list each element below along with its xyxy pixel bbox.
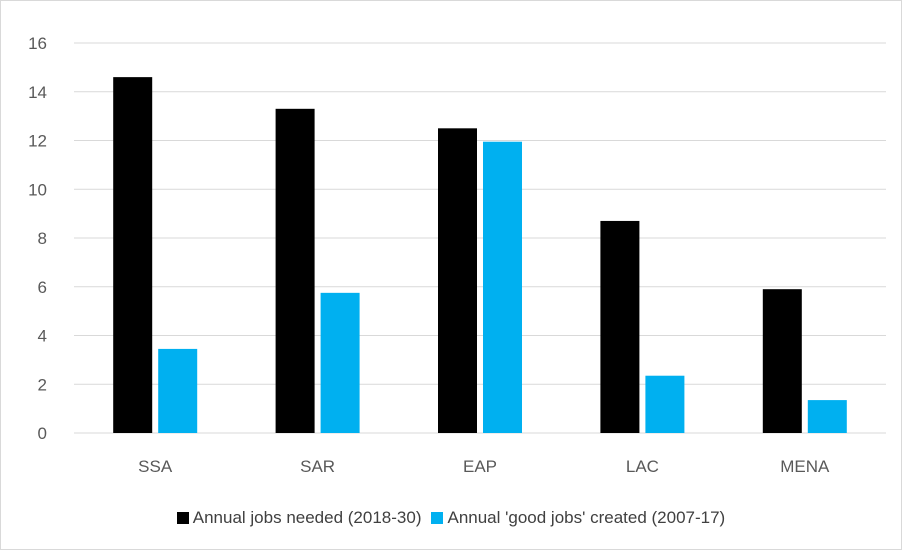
legend-swatch-good-jobs xyxy=(431,512,444,524)
x-axis-ticks: SSA SAR EAP LAC MENA xyxy=(138,457,830,476)
x-tick-label: SAR xyxy=(300,457,335,476)
bar-jobs-needed-lac xyxy=(600,220,640,433)
legend-label-jobs-needed: Annual jobs needed (2018-30) xyxy=(192,508,422,527)
legend-item-jobs-needed: Annual jobs needed (2018-30) xyxy=(176,508,422,528)
y-tick-label: 14 xyxy=(28,83,47,102)
y-tick-label: 0 xyxy=(38,424,47,443)
bar-good-jobs-lac xyxy=(645,375,685,433)
bar-good-jobs-mena xyxy=(807,400,847,433)
legend-label-good-jobs: Annual 'good jobs' created (2007-17) xyxy=(447,508,726,527)
x-tick-label: EAP xyxy=(463,457,497,476)
x-tick-label: MENA xyxy=(780,457,830,476)
y-axis-ticks: 0 2 4 6 8 10 12 14 16 xyxy=(28,34,47,443)
y-tick-label: 8 xyxy=(38,229,47,248)
x-tick-label: SSA xyxy=(138,457,173,476)
bar-jobs-needed-sar xyxy=(275,108,315,433)
y-tick-label: 16 xyxy=(28,34,47,53)
legend-swatch-jobs-needed xyxy=(176,512,189,524)
y-tick-label: 2 xyxy=(38,375,47,394)
bar-jobs-needed-mena xyxy=(762,289,802,433)
y-tick-label: 6 xyxy=(38,278,47,297)
y-tick-label: 12 xyxy=(28,132,47,151)
y-tick-label: 10 xyxy=(28,180,47,199)
bars xyxy=(113,77,847,433)
bar-jobs-needed-ssa xyxy=(113,77,153,433)
legend-item-good-jobs: Annual 'good jobs' created (2007-17) xyxy=(431,508,725,528)
gridlines xyxy=(74,42,886,434)
x-tick-label: LAC xyxy=(626,457,659,476)
y-tick-label: 4 xyxy=(38,327,47,346)
bar-jobs-needed-eap xyxy=(438,128,477,433)
bar-good-jobs-eap xyxy=(483,141,522,433)
bar-good-jobs-ssa xyxy=(158,348,198,433)
bar-good-jobs-sar xyxy=(320,292,360,433)
legend: Annual jobs needed (2018-30) Annual 'goo… xyxy=(0,506,902,530)
